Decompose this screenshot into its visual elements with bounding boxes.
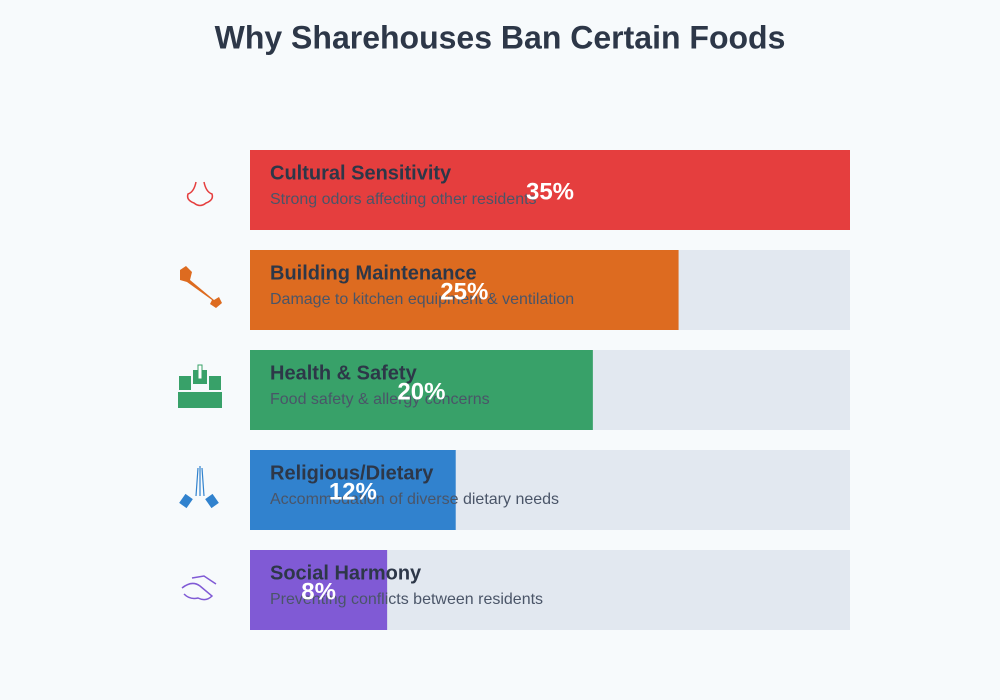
category-description: Strong odors affecting other residents (270, 191, 537, 208)
bar (250, 150, 850, 230)
category-description: Accommodation of diverse dietary needs (270, 491, 559, 508)
category-label: Building Maintenance (270, 262, 477, 284)
value-label: 25% (440, 278, 488, 305)
bar (250, 550, 388, 630)
bar (250, 250, 679, 330)
value-label: 20% (397, 378, 445, 405)
value-label: 12% (329, 478, 377, 505)
value-label: 35% (526, 178, 574, 205)
category-description: Damage to kitchen equipment & ventilatio… (270, 291, 574, 308)
category-label: Social Harmony (270, 562, 422, 584)
icon-wrench (180, 266, 222, 308)
icon-handshake (181, 575, 217, 601)
icon-hospital (178, 364, 222, 408)
chart-title: Why Sharehouses Ban Certain Foods (215, 19, 786, 55)
category-description: Food safety & allergy concerns (270, 391, 490, 408)
icon-hands (179, 466, 219, 509)
category-label: Cultural Sensitivity (270, 162, 452, 184)
value-label: 8% (301, 578, 336, 605)
bar (250, 450, 456, 530)
category-description: Preventing conflicts between residents (270, 591, 543, 608)
bar (250, 350, 593, 430)
category-label: Health & Safety (270, 362, 418, 384)
icon-nose (186, 181, 214, 207)
category-label: Religious/Dietary (270, 462, 434, 484)
